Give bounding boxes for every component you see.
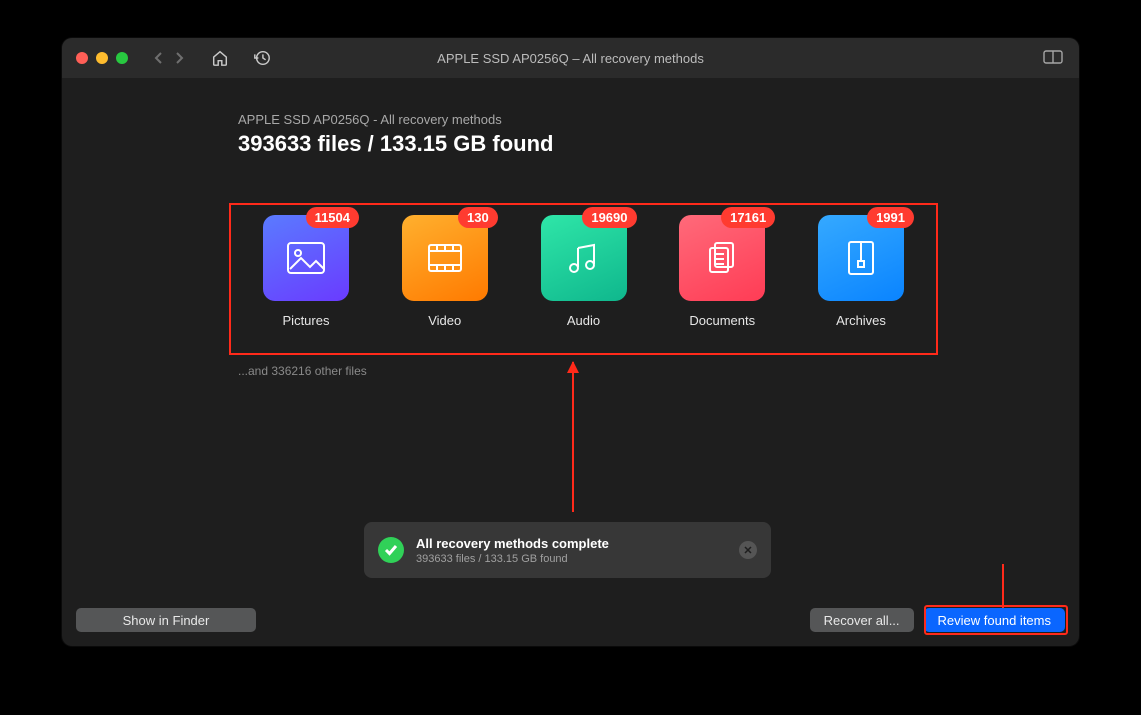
home-icon[interactable]	[210, 48, 230, 68]
category-label: Video	[428, 313, 461, 328]
recover-all-button[interactable]: Recover all...	[810, 608, 914, 632]
pictures-tile: 11504	[263, 215, 349, 301]
nav-arrows	[150, 49, 188, 67]
content-area: APPLE SSD AP0256Q - All recovery methods…	[62, 78, 1079, 646]
close-window-button[interactable]	[76, 52, 88, 64]
footer-bar: Show in Finder Recover all... Review fou…	[62, 608, 1079, 632]
completion-toast: All recovery methods complete 393633 fil…	[364, 522, 771, 578]
category-row-highlight: 11504 Pictures 130 Video 19690 Audio	[229, 203, 938, 355]
category-audio[interactable]: 19690 Audio	[523, 215, 645, 353]
titlebar: APPLE SSD AP0256Q – All recovery methods	[62, 38, 1079, 78]
toast-text: All recovery methods complete 393633 fil…	[416, 536, 727, 565]
heading-block: APPLE SSD AP0256Q - All recovery methods…	[238, 112, 1079, 157]
audio-count-badge: 19690	[582, 207, 636, 228]
panels-icon[interactable]	[1043, 50, 1063, 66]
archives-count-badge: 1991	[867, 207, 914, 228]
category-video[interactable]: 130 Video	[384, 215, 506, 353]
toast-subtitle: 393633 files / 133.15 GB found	[416, 553, 727, 565]
category-label: Audio	[567, 313, 600, 328]
category-label: Documents	[689, 313, 755, 328]
video-tile: 130	[402, 215, 488, 301]
app-window: APPLE SSD AP0256Q – All recovery methods…	[62, 38, 1079, 646]
pictures-count-badge: 11504	[306, 207, 359, 228]
category-label: Archives	[836, 313, 886, 328]
minimize-window-button[interactable]	[96, 52, 108, 64]
documents-count-badge: 17161	[721, 207, 775, 228]
category-label: Pictures	[283, 313, 330, 328]
toast-close-button[interactable]: ✕	[739, 541, 757, 559]
audio-tile: 19690	[541, 215, 627, 301]
category-archives[interactable]: 1991 Archives	[800, 215, 922, 353]
category-pictures[interactable]: 11504 Pictures	[245, 215, 367, 353]
show-in-finder-button[interactable]: Show in Finder	[76, 608, 256, 632]
review-found-items-button[interactable]: Review found items	[924, 608, 1065, 632]
forward-button[interactable]	[170, 49, 188, 67]
toast-title: All recovery methods complete	[416, 536, 727, 551]
other-files-text: ...and 336216 other files	[238, 364, 367, 378]
documents-tile: 17161	[679, 215, 765, 301]
archives-tile: 1991	[818, 215, 904, 301]
back-button[interactable]	[150, 49, 168, 67]
fullscreen-window-button[interactable]	[116, 52, 128, 64]
traffic-lights	[76, 52, 128, 64]
scan-summary-title: 393633 files / 133.15 GB found	[238, 131, 1079, 157]
window-title: APPLE SSD AP0256Q – All recovery methods	[437, 51, 704, 66]
check-icon	[378, 537, 404, 563]
video-count-badge: 130	[458, 207, 498, 228]
scan-subtitle: APPLE SSD AP0256Q - All recovery methods	[238, 112, 1079, 127]
history-icon[interactable]	[252, 48, 272, 68]
category-documents[interactable]: 17161 Documents	[661, 215, 783, 353]
annotation-arrow-up-icon	[572, 362, 574, 512]
